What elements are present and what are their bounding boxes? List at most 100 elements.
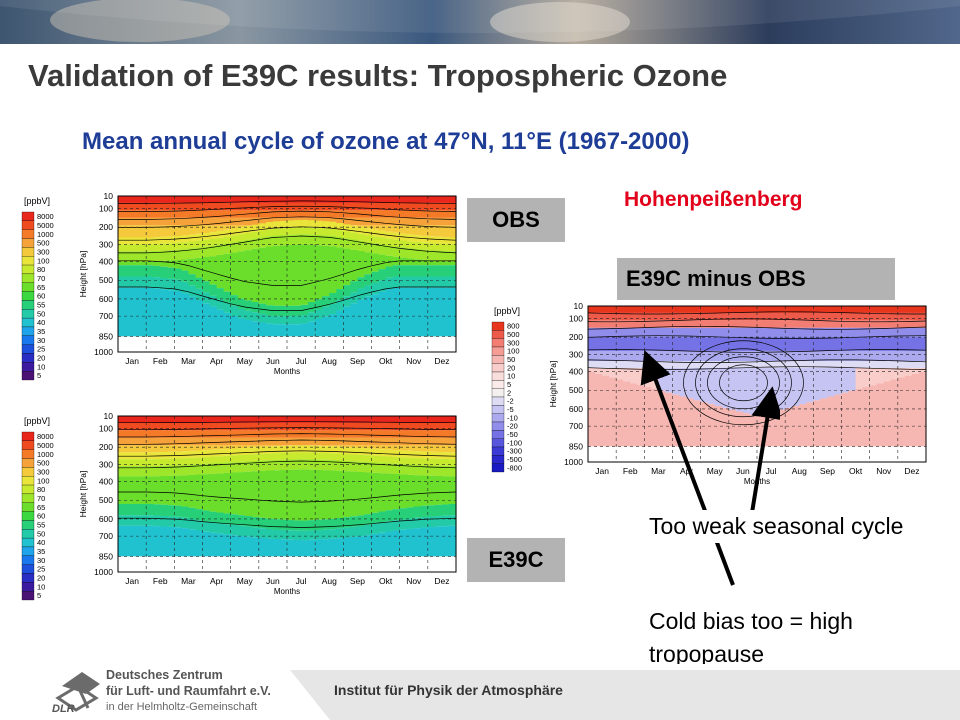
ozone-diff-band	[630, 327, 638, 338]
ozone-contour-band	[223, 253, 232, 292]
ozone-diff-band	[918, 368, 927, 372]
ozone-contour-band	[132, 452, 140, 460]
ozone-diff-band	[707, 337, 716, 351]
ozone-contour-band	[132, 503, 140, 516]
ozone-contour-band	[216, 416, 225, 423]
ozone-contour-band	[434, 430, 443, 438]
plot-frame	[587, 305, 927, 463]
ozone-contour-band	[427, 210, 436, 218]
ozone-contour-band	[308, 227, 316, 235]
ozone-diff-band	[904, 320, 913, 328]
ozone-contour-band	[336, 196, 344, 203]
ozone-contour-band	[357, 225, 366, 227]
ozone-contour-band	[132, 287, 140, 337]
ozone-diff-band	[735, 327, 744, 338]
ozone-contour-band	[294, 196, 302, 203]
ozone-contour-band	[371, 253, 380, 272]
ozone-diff-band	[792, 406, 800, 447]
ozone-contour-band	[413, 430, 422, 438]
ozone-contour-band	[301, 445, 309, 453]
ozone-contour-band	[237, 454, 246, 462]
ozone-contour-band	[230, 242, 239, 253]
ozone-contour-band	[343, 422, 351, 431]
ozone-diff-band	[778, 312, 786, 321]
ozone-contour-band	[174, 465, 182, 476]
ozone-contour-band	[378, 416, 387, 423]
ozone-diff-band	[693, 320, 702, 328]
ozone-diff-band	[721, 306, 730, 313]
y-axis-label: Height [hPa]	[548, 361, 558, 408]
ozone-contour-band	[441, 422, 450, 431]
ozone-contour-band	[118, 261, 126, 266]
ozone-contour-band	[237, 241, 246, 252]
ozone-contour-band	[399, 474, 408, 509]
x-tick-label: Okt	[379, 356, 393, 366]
colorbar-swatch	[21, 362, 35, 372]
ozone-contour-band	[399, 508, 408, 520]
ozone-contour-band	[357, 445, 366, 448]
ozone-diff-band	[630, 368, 638, 384]
ozone-contour-band	[420, 225, 429, 236]
y-tick-label: 400	[99, 477, 113, 487]
ozone-contour-band	[413, 225, 422, 236]
ozone-diff-band	[848, 327, 857, 338]
ozone-contour-band	[181, 465, 190, 476]
ozone-contour-band	[364, 448, 373, 456]
ozone-contour-band	[174, 451, 182, 459]
ozone-contour-band	[216, 299, 225, 310]
ozone-contour-band	[167, 278, 175, 291]
ozone-contour-band	[223, 225, 232, 230]
ozone-contour-band	[357, 515, 366, 526]
ozone-contour-band	[308, 530, 316, 540]
ozone-contour-band	[195, 450, 204, 458]
ozone-contour-band	[315, 519, 323, 531]
ozone-diff-band	[651, 320, 660, 328]
ozone-contour-band	[202, 474, 211, 511]
ozone-contour-band	[343, 217, 351, 226]
ozone-contour-band	[146, 210, 154, 218]
colorbar-swatch	[21, 309, 35, 319]
ozone-contour-band	[272, 245, 281, 306]
ozone-contour-band	[181, 196, 190, 203]
ozone-contour-band	[427, 236, 436, 244]
ozone-contour-band	[272, 422, 281, 431]
ozone-contour-band	[181, 445, 190, 452]
ozone-contour-band	[125, 251, 133, 262]
ozone-contour-band	[132, 225, 140, 238]
ozone-contour-band	[146, 445, 154, 453]
ozone-diff-band	[771, 337, 779, 351]
ozone-contour-band	[392, 210, 401, 218]
plot-frame	[117, 195, 457, 353]
ozone-diff-band	[813, 327, 821, 338]
ozone-contour-band	[406, 430, 415, 438]
ozone-contour-band	[441, 225, 450, 238]
colorbar-level-label: 30	[37, 556, 45, 565]
ozone-contour-band	[258, 210, 267, 218]
ozone-contour-band	[258, 528, 267, 538]
ozone-contour-band	[448, 217, 457, 226]
colorbar-level-label: 65	[37, 503, 45, 512]
ozone-diff-band	[651, 312, 660, 321]
ozone-diff-band	[883, 337, 892, 351]
x-tick-label: Nov	[406, 576, 422, 586]
ozone-contour-band	[336, 310, 344, 337]
colorbar-swatch	[491, 321, 505, 331]
ozone-contour-band	[181, 202, 190, 211]
ozone-diff-band	[890, 379, 899, 447]
ozone-diff-band	[588, 361, 596, 369]
ozone-contour-band	[322, 416, 330, 423]
ozone-contour-band	[279, 220, 288, 229]
ozone-contour-band	[371, 422, 380, 431]
ozone-diff-band	[609, 377, 617, 447]
ozone-contour-band	[195, 474, 204, 510]
ozone-contour-band	[441, 265, 450, 277]
ozone-diff-band	[771, 361, 779, 369]
ozone-contour-band	[294, 227, 302, 235]
ozone-contour-band	[378, 244, 387, 255]
ozone-contour-band	[427, 458, 436, 466]
ozone-contour-band	[265, 222, 274, 230]
ozone-contour-band	[216, 449, 225, 457]
ozone-contour-band	[427, 276, 436, 288]
ozone-contour-band	[287, 430, 295, 438]
ozone-contour-band	[371, 462, 380, 473]
